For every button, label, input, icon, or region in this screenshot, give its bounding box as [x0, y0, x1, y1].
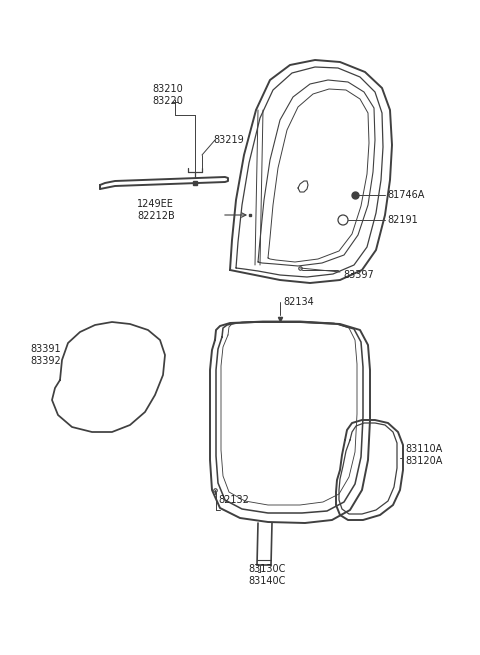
Text: 1249EE
82212B: 1249EE 82212B — [137, 199, 175, 221]
Text: 83219: 83219 — [213, 135, 244, 145]
Text: 82134: 82134 — [283, 297, 314, 307]
Text: 83391
83392: 83391 83392 — [30, 344, 61, 366]
Text: 81746A: 81746A — [387, 190, 424, 200]
Text: 83130C
83140C: 83130C 83140C — [248, 564, 286, 586]
Text: 83210
83220: 83210 83220 — [152, 84, 183, 106]
Text: 83397: 83397 — [343, 270, 374, 280]
Text: 83110A
83120A: 83110A 83120A — [405, 444, 443, 466]
Text: 82191: 82191 — [387, 215, 418, 225]
Text: 82132: 82132 — [218, 495, 249, 505]
